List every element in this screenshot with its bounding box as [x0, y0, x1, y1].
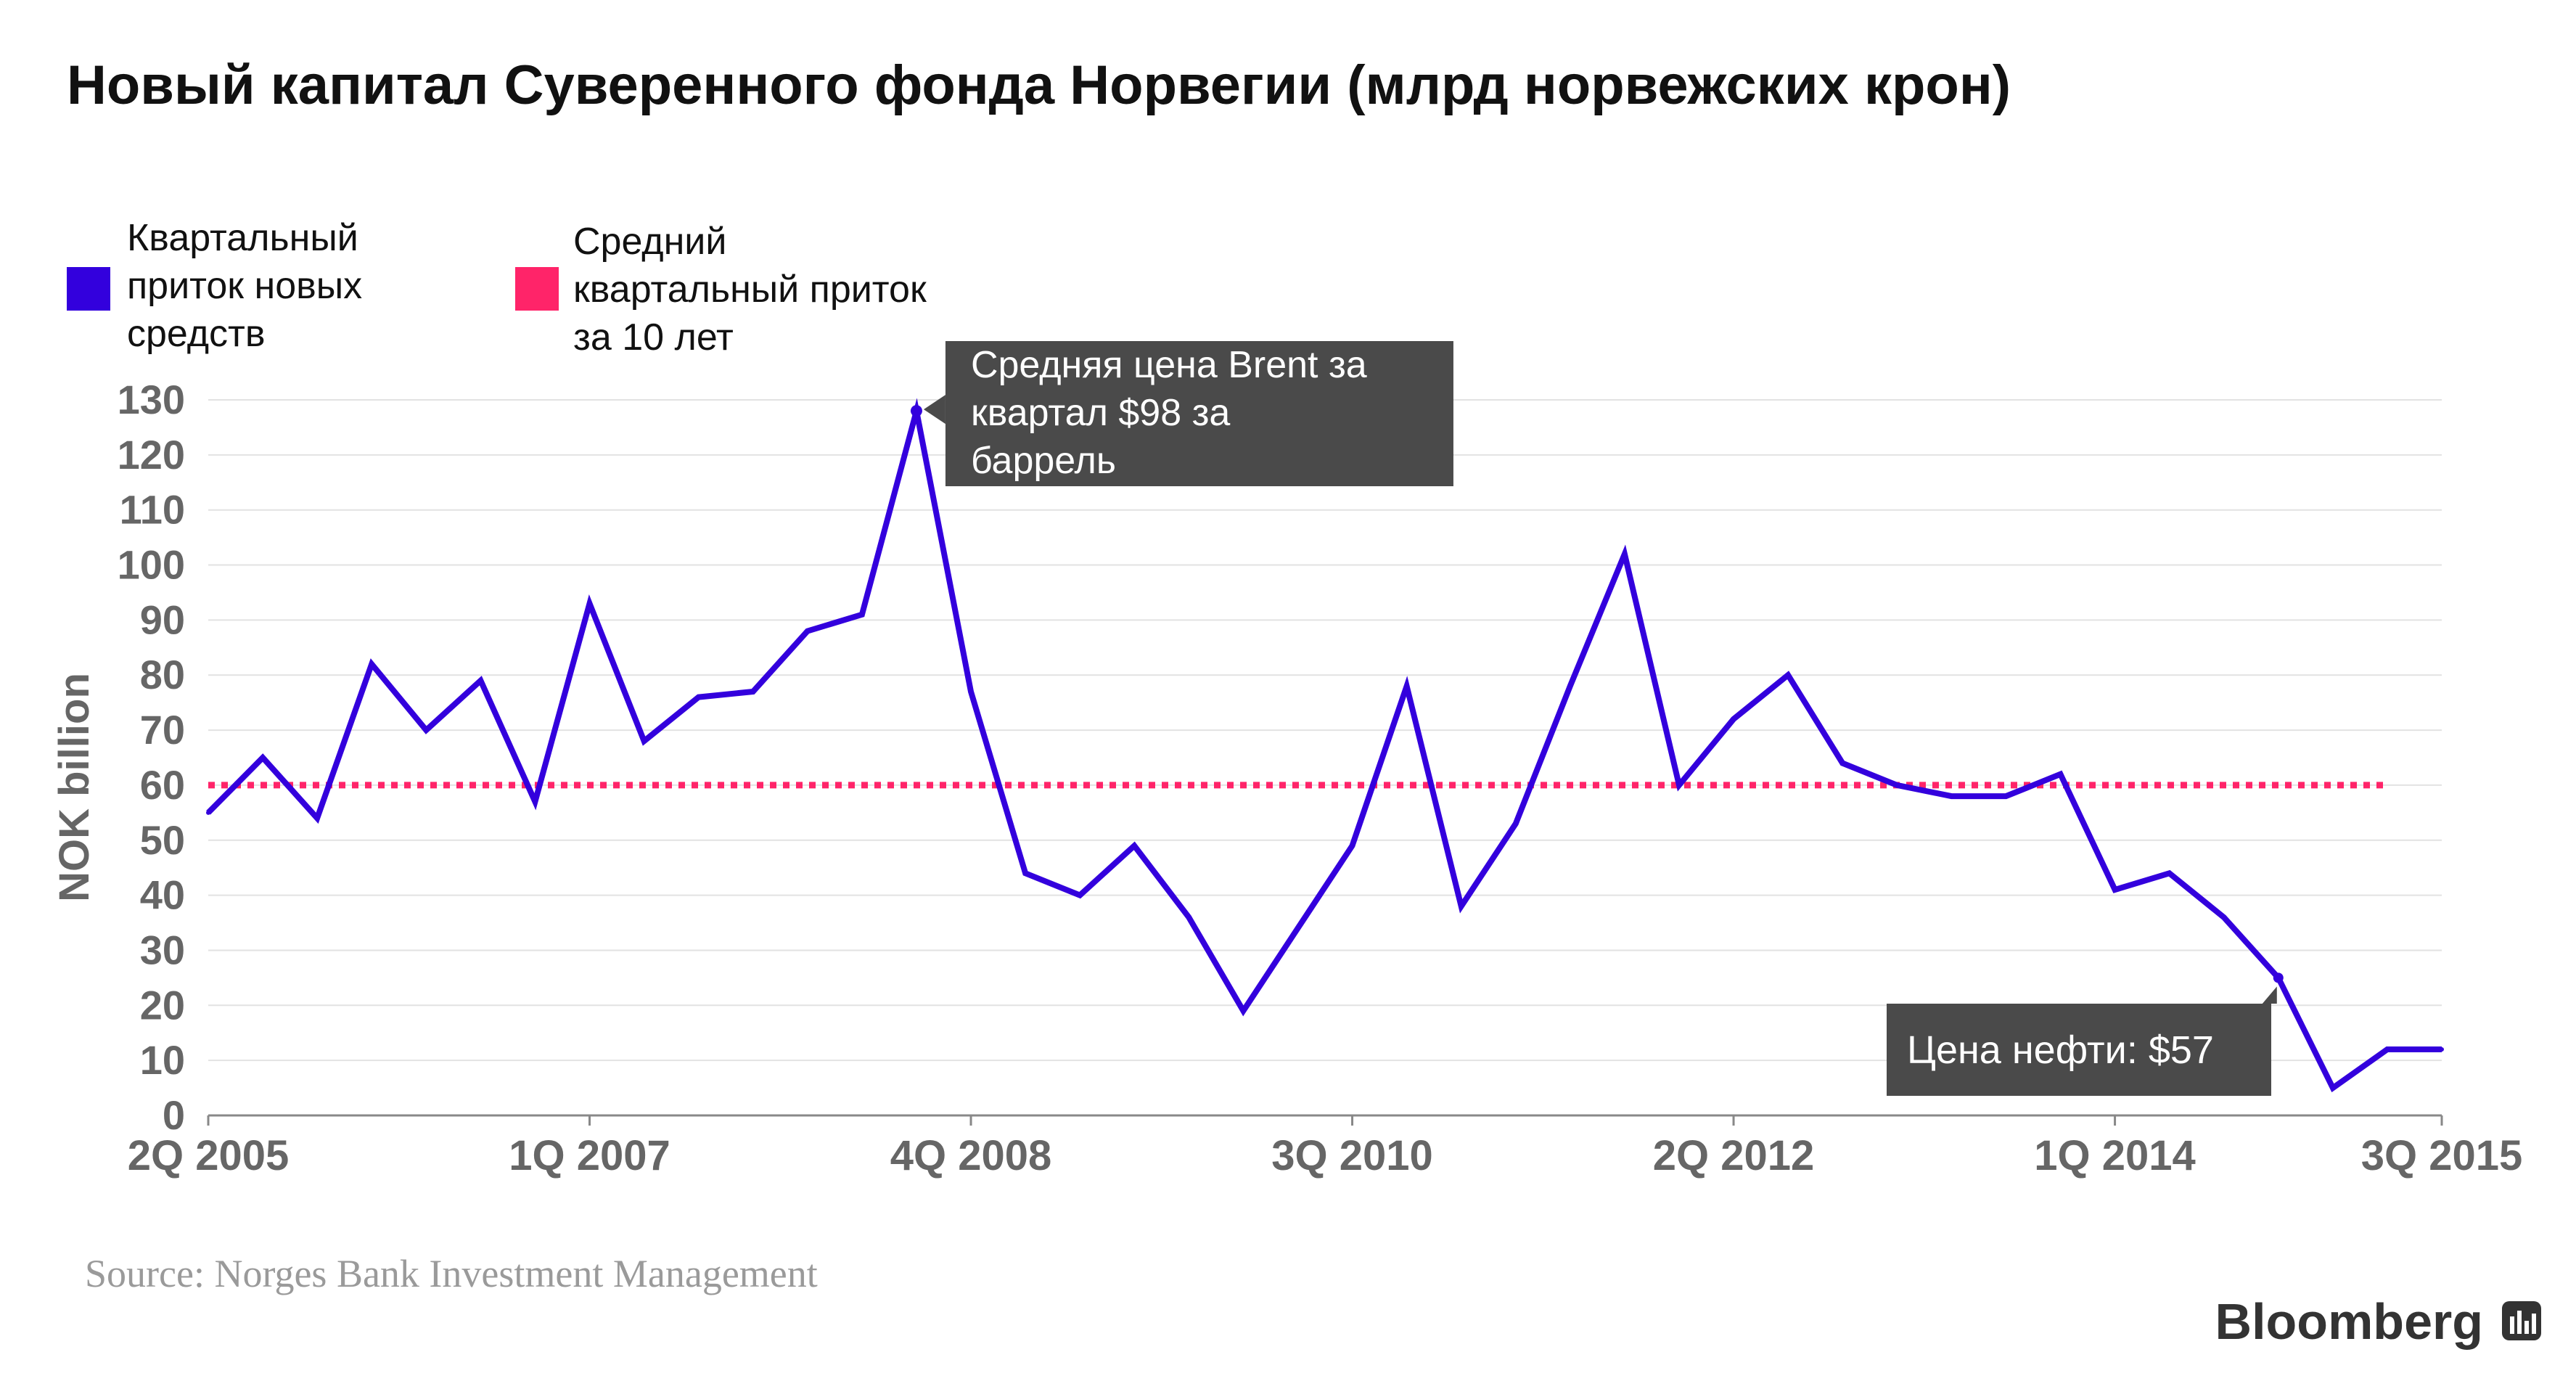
y-tick-label-70: 70: [140, 707, 185, 753]
data-point-16: [1078, 893, 1083, 898]
data-point-27: [1676, 782, 1681, 787]
y-tick-label-90: 90: [140, 597, 185, 642]
x-tick-label-41: 3Q 2015: [2361, 1132, 2523, 1179]
data-point-31: [1895, 782, 1900, 787]
data-point-25: [1567, 684, 1572, 689]
data-point-6: [533, 799, 538, 804]
data-point-19: [1241, 1008, 1246, 1013]
annotation-1-line-1: Средняя цена Brent за: [971, 344, 1367, 386]
x-tick-label-21: 3Q 2010: [1271, 1132, 1433, 1179]
source-note: Source: Norges Bank Investment Managemen…: [85, 1252, 818, 1295]
annotations: Средняя цена Brent за квартал $98 за барре…: [910, 341, 2284, 1096]
gridlines: [208, 399, 2442, 1062]
legend-swatch-quarterly: [67, 267, 110, 311]
data-point-18: [1186, 914, 1191, 919]
y-tick-label-100: 100: [118, 542, 185, 588]
data-point-37: [2221, 914, 2226, 919]
y-tick-label-40: 40: [140, 872, 185, 918]
legend-average-line-1: Средний: [573, 221, 726, 263]
legend-quarterly-line-1: Квартальный: [127, 217, 358, 259]
x-tick-label-14: 4Q 2008: [890, 1132, 1052, 1179]
data-point-15: [1023, 871, 1028, 876]
chart-title: Новый капитал Суверенного фонда Норвегии…: [67, 54, 2011, 116]
x-tick-label-28: 2Q 2012: [1653, 1132, 1815, 1179]
data-point-39: [2330, 1086, 2335, 1091]
x-tick-label-35: 1Q 2014: [2034, 1132, 2196, 1179]
y-tick-label-130: 130: [118, 377, 185, 422]
data-point-21: [1350, 843, 1355, 848]
data-point-2: [315, 816, 320, 821]
x-tick-label-7: 1Q 2007: [509, 1132, 670, 1179]
y-axis-label: NOK billion: [51, 673, 98, 902]
data-point-36: [2167, 871, 2172, 876]
y-axis-ticks: 0 10 20 30 40 50 60 70 80 90 100 110 120 130: [118, 377, 185, 1138]
data-point-5: [478, 678, 483, 683]
legend-quarterly-line-3: средств: [127, 313, 265, 355]
y-tick-label-0: 0: [163, 1092, 185, 1138]
y-tick-label-80: 80: [140, 652, 185, 697]
data-point-35: [2112, 888, 2117, 893]
legend: Квартальный приток новых средств Средний…: [67, 217, 937, 359]
annotation-box-1: [945, 341, 1453, 486]
data-point-10: [750, 689, 755, 694]
data-point-24: [1513, 822, 1518, 827]
annotation-marker-1: [910, 405, 922, 417]
data-point-41: [2440, 1046, 2444, 1052]
y-tick-label-10: 10: [140, 1037, 185, 1083]
y-tick-label-110: 110: [120, 487, 185, 533]
series-line-quarterly: [206, 398, 2442, 1093]
data-point-7: [587, 601, 592, 606]
legend-label-average: Средний квартальный приток за 10 лет: [573, 221, 937, 359]
data-point-29: [1786, 673, 1791, 678]
annotation-1-line-3: баррель: [971, 440, 1116, 482]
legend-quarterly-line-2: приток новых: [127, 265, 362, 307]
y-tick-label-120: 120: [118, 432, 185, 478]
data-point-3: [369, 662, 374, 667]
annotation-pointer-1: [923, 395, 946, 425]
data-point-14: [969, 689, 974, 694]
y-tick-label-30: 30: [140, 927, 185, 972]
data-point-28: [1731, 716, 1736, 721]
y-tick-label-20: 20: [140, 982, 185, 1028]
legend-average-line-2: квартальный приток: [573, 269, 927, 311]
data-point-34: [2058, 771, 2063, 777]
annotation-2-line-1: Цена нефти: $57: [1907, 1028, 2214, 1072]
data-point-17: [1132, 843, 1137, 848]
data-point-12: [859, 612, 864, 617]
x-axis: 2Q 2005 1Q 2007 4Q 2008 3Q 2010 2Q 2012 1Q 20…: [128, 1114, 2523, 1179]
data-point-1: [261, 755, 266, 760]
data-point-9: [696, 695, 701, 700]
legend-swatch-average: [515, 267, 559, 311]
brand: Bloomberg: [2215, 1293, 2541, 1350]
data-point-4: [424, 728, 429, 733]
x-tick-label-0: 2Q 2005: [128, 1132, 290, 1179]
data-point-23: [1459, 904, 1464, 909]
annotation-1-line-2: квартал $98 за: [971, 392, 1230, 434]
data-point-0: [206, 810, 210, 815]
annotation-marker-2: [2273, 972, 2284, 983]
legend-average-line-3: за 10 лет: [573, 316, 734, 359]
data-point-30: [1840, 761, 1845, 766]
annotation-box-2: [1887, 1004, 2271, 1096]
y-tick-label-50: 50: [140, 817, 185, 863]
y-tick-label-60: 60: [140, 762, 185, 808]
data-point-20: [1295, 926, 1300, 931]
legend-label-quarterly: Квартальный приток новых средств: [127, 217, 373, 355]
bloomberg-logo-text: Bloomberg: [2215, 1293, 2483, 1350]
data-point-11: [805, 628, 810, 634]
annotation-pointer-2: [2262, 986, 2277, 1004]
data-point-8: [641, 739, 647, 744]
data-point-26: [1622, 552, 1627, 557]
data-point-40: [2384, 1046, 2390, 1052]
data-point-22: [1404, 684, 1409, 689]
data-point-32: [1949, 794, 1954, 799]
data-point-33: [2003, 794, 2009, 799]
series-group: [206, 398, 2444, 1093]
bloomberg-logo-icon: [2502, 1301, 2541, 1340]
